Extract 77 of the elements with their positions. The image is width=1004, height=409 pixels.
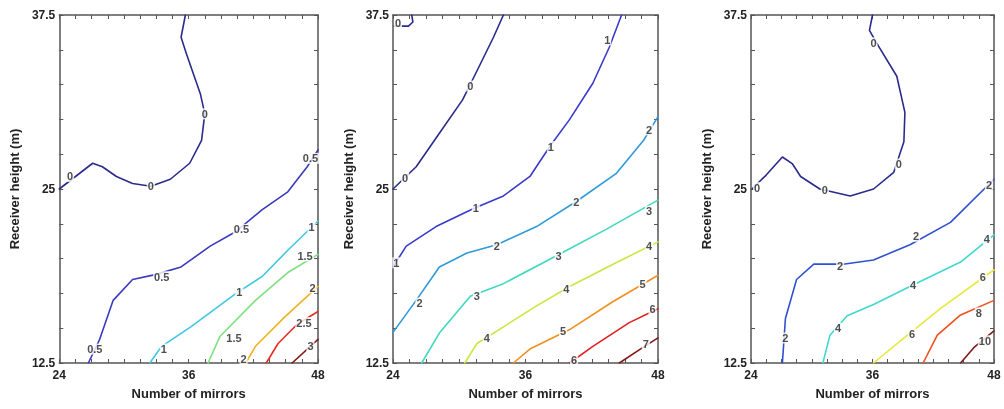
annotation: 6 [908,327,916,340]
annotation: 2 [493,240,500,253]
annotation: 0.5 [154,270,170,283]
annotation: 0.5 [233,223,250,236]
y-axis-title: Receiver height (m) [340,128,356,250]
annotation: 0 [66,170,74,183]
x-tick-label: 48 [987,368,1001,382]
y-tick-label: 12.5 [365,356,390,370]
y-tick-label: 37.5 [723,8,748,22]
y-tick-label: 12.5 [723,356,748,370]
annotation: 1.5 [226,331,242,344]
x-tick-label: 24 [386,368,400,382]
annotation: 4 [646,240,654,253]
annotation: 3 [307,340,314,353]
annotation: 0 [402,171,409,184]
annotation: 5 [639,277,646,290]
y-tick-label: 25 [41,182,56,196]
annotation: 4 [983,233,991,246]
annotation: 4 [909,279,917,292]
annotation: 0 [895,157,902,170]
annotation: 1 [160,343,167,356]
annotation: 6 [571,354,578,367]
annotation: 0 [870,36,877,49]
annotation: 4 [563,283,571,296]
x-axis-title: Number of mirrors [131,386,246,401]
annotation: 2 [240,352,247,365]
annotation: 2.5 [296,316,312,329]
annotation: 0 [467,79,474,92]
x-axis-title: Number of mirrors [468,386,583,401]
y-tick-label: 25 [733,182,748,196]
y-tick-label: 37.5 [365,8,390,22]
annotation: 1 [393,256,400,269]
annotation: 0 [201,107,208,120]
annotation: 2 [573,195,580,208]
annotation: 10 [978,334,992,347]
annotation: 2 [309,281,316,294]
annotation: 2 [646,123,653,136]
annotation: 7 [642,337,649,350]
annotation: 2 [837,259,844,272]
annotation: 0 [394,17,402,30]
x-axis-title: Number of mirrors [815,386,930,401]
y-tick-label: 12.5 [31,356,56,370]
y-axis-title: Receiver height (m) [698,128,714,250]
annotation: 2 [985,178,992,191]
annotation: 1 [236,286,243,299]
x-tick-label: 24 [744,368,758,382]
annotation: 5 [559,324,567,337]
annotation: 8 [975,306,982,319]
annotation: 4 [483,331,491,344]
annotation: 0 [821,184,828,197]
x-tick-label: 36 [865,368,880,382]
annotation: 2 [912,230,920,243]
x-tick-label: 36 [181,368,196,382]
annotation: 1 [604,34,611,47]
annotation: 2 [416,297,423,310]
annotation: 3 [646,205,653,218]
annotation: 3 [555,249,562,262]
annotation: 1 [547,140,554,153]
annotation: 1.5 [297,249,313,262]
x-tick-label: 36 [518,368,533,382]
annotation: 6 [979,270,986,283]
annotation: 1 [472,202,479,215]
x-tick-label: 48 [651,368,665,382]
y-tick-label: 25 [375,182,390,196]
x-tick-label: 48 [311,368,325,382]
annotation: 3 [473,290,480,303]
annotation: 0 [754,181,761,194]
annotation: 1 [308,220,315,233]
annotation: 0 [147,180,154,193]
annotation: 0.5 [302,152,319,165]
annotation: 6 [649,302,656,315]
annotation: 4 [835,322,843,335]
y-tick-label: 37.5 [31,8,56,22]
annotation: 2 [782,331,789,344]
y-axis-title: Receiver height (m) [7,128,22,250]
x-tick-label: 24 [52,368,67,382]
annotation: 0.5 [87,343,103,356]
